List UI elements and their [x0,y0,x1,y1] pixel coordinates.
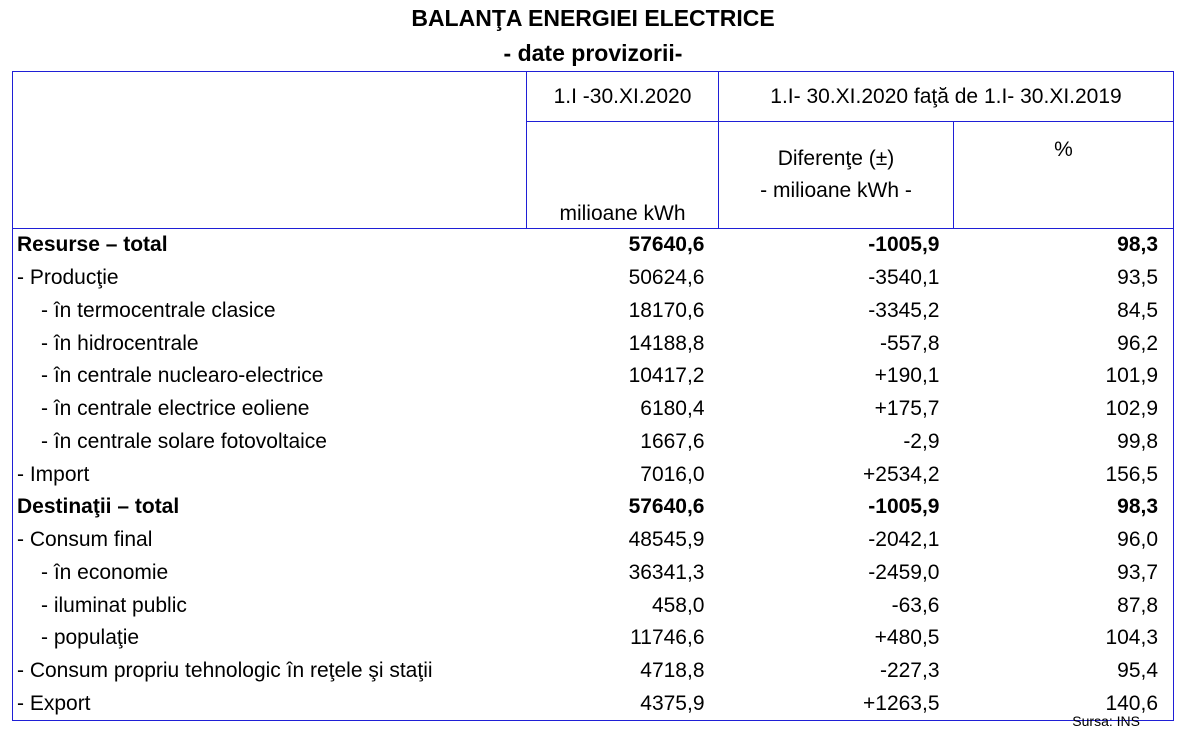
row-percent: 87,8 [953,589,1175,622]
row-difference: +1263,5 [718,687,954,722]
table-row: - Consum final 48545,9 -2042,1 96,0 [12,523,1175,557]
row-value: 18170,6 [628,298,705,322]
row-difference: -2,9 [903,429,940,453]
row-value: 6180,4 [640,397,705,421]
row-percent: 99,8 [953,425,1175,459]
table-row: - în termocentrale clasice 18170,6 -3345,2… [12,294,1175,328]
energy-balance-table: 1.I -30.XI.2020 1.I- 30.XI.2020 faţă de … [12,71,1175,722]
table-subtitle: - date provizorii- [503,40,683,66]
table-body: Resurse – total 57640,6 -1005,9 98,3- Produ… [12,227,1175,722]
row-value: 36341,3 [628,560,705,584]
table-row: - în centrale solare fotovoltaice 1667,6 -… [12,425,1175,459]
table-row: - Export 4375,9 +1263,5 140,6 [12,687,1175,722]
row-label: - în economie [12,556,527,590]
row-percent: 104,3 [953,622,1175,655]
row-value: 4375,9 [526,687,719,722]
row-label: - Import [12,458,527,491]
row-value: 48545,9 [628,528,705,552]
table-row: - iluminat public 458,0 -63,6 87,8 [12,589,1175,622]
row-label: - iluminat public [12,589,527,622]
row-label: - în centrale solare fotovoltaice [12,425,527,459]
row-percent: 84,5 [953,294,1175,328]
header-diff-label: Diferenţe (±) [777,147,895,170]
row-value: 57640,6 [526,227,719,262]
row-value: 7016,0 [640,462,705,486]
table-row: - populaţie 11746,6 +480,5 104,3 [12,622,1175,655]
row-difference: +190,1 [874,364,940,388]
row-percent: 102,9 [953,392,1175,426]
table-row: Resurse – total 57640,6 -1005,9 98,3 [12,227,1175,262]
row-percent: 101,9 [953,360,1175,393]
row-difference: -2042,1 [868,528,940,552]
row-percent: 93,7 [953,556,1175,590]
table-row: Destinaţii – total 57640,6 -1005,9 98,3 [12,491,1175,524]
table-row: - în centrale electrice eoliene 6180,4 +17… [12,392,1175,426]
row-difference: -1005,9 [718,227,954,262]
row-label: - populaţie [12,622,527,655]
table-row: - Producţie 50624,6 -3540,1 93,5 [12,261,1175,295]
row-value: 57640,6 [628,495,705,519]
header-percent: % [952,121,1175,229]
header-unit-current: milioane kWh [526,121,719,229]
row-label: - în centrale electrice eoliene [12,392,527,426]
row-label: Destinaţii – total [12,491,527,524]
table-row: - Consum propriu tehnologic în reţele şi… [12,654,1175,688]
row-difference: +175,7 [874,397,940,421]
row-difference: -3345,2 [868,298,940,322]
row-value: 1667,6 [640,429,705,453]
row-difference: -3540,1 [868,266,940,290]
row-difference: +2534,2 [863,462,940,486]
row-difference: +480,5 [874,626,940,650]
row-value: 458,0 [651,593,705,617]
row-value: 14188,8 [628,331,705,355]
row-percent: 156,5 [953,458,1175,491]
row-difference: -63,6 [891,593,940,617]
header-diff-unit: - milioane kWh - [760,179,912,202]
table-row: - în hidrocentrale 14188,8 -557,8 96,2 [12,327,1175,360]
table-row: - în centrale nuclearo-electrice 10417,2 +… [12,360,1175,393]
row-label: - Consum propriu tehnologic în reţele şi… [12,654,527,688]
row-label: - în centrale nuclearo-electrice [12,360,527,393]
row-value: 50624,6 [628,266,705,290]
table-row: - Import 7016,0 +2534,2 156,5 [12,458,1175,491]
row-label: - Producţie [12,261,527,295]
row-percent: 96,0 [953,523,1175,557]
header-row-periods: 1.I -30.XI.2020 1.I- 30.XI.2020 faţă de … [12,71,1175,229]
header-period-current: 1.I -30.XI.2020 [526,71,719,122]
row-value: 11746,6 [630,626,705,650]
header-period-compare: 1.I- 30.XI.2020 faţă de 1.I- 30.XI.2019 [717,71,1175,122]
table-row: - în economie 36341,3 -2459,0 93,7 [12,556,1175,590]
row-percent: 95,4 [953,654,1175,688]
row-label: - în termocentrale clasice [12,294,527,328]
row-label: Resurse – total [12,227,527,262]
row-percent: 98,3 [953,491,1175,524]
row-value: 4718,8 [640,659,705,683]
row-difference: -1005,9 [868,495,940,519]
row-label: - în hidrocentrale [12,327,527,360]
row-difference: -557,8 [879,331,940,355]
header-empty-cell [12,71,527,229]
row-label: - Export [12,687,527,722]
row-percent: 140,6 [953,687,1175,722]
row-percent: 93,5 [953,261,1175,295]
row-value: 10417,2 [628,364,705,388]
table-title: BALANŢA ENERGIEI ELECTRICE [411,5,775,31]
row-label: - Consum final [12,523,527,557]
source-note: Sursa: INS [1072,713,1140,729]
row-percent: 98,3 [953,227,1175,262]
row-difference: -2459,0 [868,560,940,584]
row-percent: 96,2 [953,327,1175,360]
header-diff: Diferenţe (±) - milioane kWh - [718,121,954,229]
row-difference: -227,3 [879,659,940,683]
